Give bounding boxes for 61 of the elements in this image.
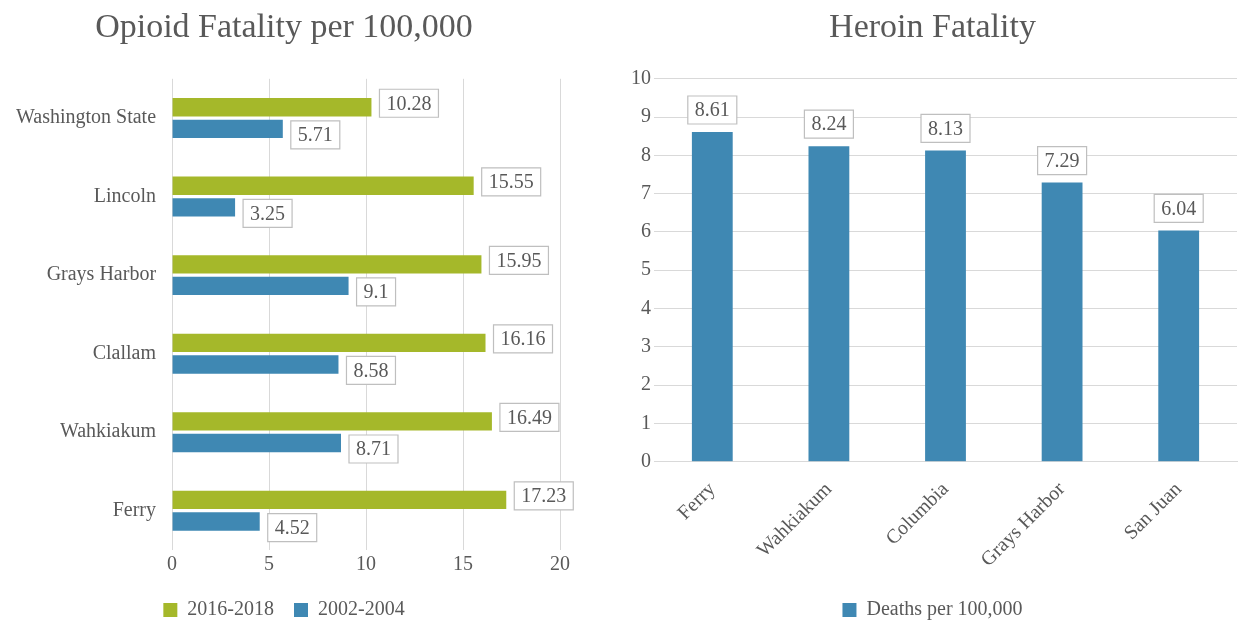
bar [1041,182,1083,462]
bar [172,176,474,195]
y-tick-label: Clallam [92,340,157,363]
bar [172,198,236,217]
data-label: 17.23 [521,484,567,507]
y-tick-label: 9 [641,104,651,127]
bar [691,132,733,462]
chart-title: Heroin Fatality [829,7,1036,45]
x-tick-label: 0 [167,552,178,575]
legend-label: 2016-2018 [187,597,275,620]
bar [172,333,486,353]
bar [172,412,492,431]
bar [172,433,341,453]
y-tick-label: 10 [631,66,651,89]
data-label: 8.71 [356,437,391,460]
y-tick-label: Lincoln [93,183,157,206]
x-tick-label: 10 [356,552,377,575]
bar [172,98,372,117]
data-label: 16.16 [500,327,546,350]
bar [925,150,966,462]
bar [1158,230,1200,462]
y-tick-label: Washington State [15,105,157,129]
y-tick-label: 3 [641,334,651,357]
y-tick-label: 7 [641,180,651,203]
y-tick-label: 2 [641,372,651,395]
data-label: 8.24 [811,112,847,135]
bar [172,490,507,510]
y-tick-label: 1 [641,410,651,433]
data-label: 16.49 [506,405,552,428]
y-tick-label: Wahkiakum [59,419,157,442]
data-label: 5.71 [297,123,333,146]
data-label: 8.61 [694,98,730,121]
y-tick-label: 6 [641,219,651,242]
y-tick-label: Grays Harbor [46,262,157,286]
y-tick-label: 0 [641,448,651,471]
bar [172,255,482,274]
data-label: 9.1 [363,280,389,303]
data-label: 7.29 [1044,148,1080,171]
data-label: 15.95 [496,248,542,271]
y-tick-label: 5 [641,257,651,280]
bar [808,146,850,462]
data-label: 8.58 [353,358,389,381]
x-tick-label: 15 [453,552,474,575]
legend-label: 2002-2004 [318,597,405,620]
chart-title: Opioid Fatality per 100,000 [95,7,473,45]
bar [172,119,283,139]
bar [172,355,339,374]
data-label: 8.13 [928,116,963,139]
bar [172,276,349,296]
data-label: 3.25 [250,201,286,224]
legend-label: Deaths per 100,000 [866,597,1023,621]
x-tick-label: San Juan [1119,477,1186,544]
data-label: 10.28 [386,91,432,114]
bar [172,512,260,531]
data-label: 15.55 [488,170,534,193]
data-label: 4.52 [274,515,310,538]
x-tick-label: 5 [264,552,275,575]
y-tick-label: 8 [641,142,651,165]
x-tick-label: 20 [550,552,570,575]
data-label: 6.04 [1161,196,1197,219]
y-tick-label: 4 [641,295,651,318]
